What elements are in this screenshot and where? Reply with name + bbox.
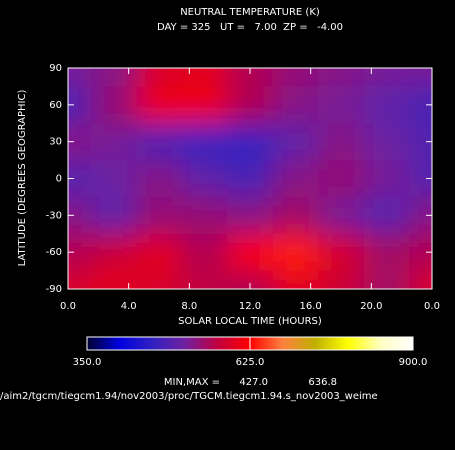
heatmap <box>68 68 432 289</box>
heatmap-cell <box>318 68 365 87</box>
heatmap-cell <box>272 86 319 124</box>
heatmap-cell <box>363 68 410 87</box>
x-tick-label: 0.0 <box>424 301 440 312</box>
heatmap-cell <box>68 68 92 87</box>
heatmap-cell <box>272 123 319 161</box>
heatmap-cell <box>227 233 274 272</box>
heatmap-cell <box>272 270 319 289</box>
colorbar-tick-label: 900.0 <box>399 357 428 368</box>
heatmap-cell <box>90 233 137 272</box>
plot-area <box>68 68 432 289</box>
min-max-title: MIN,MAX = <box>164 377 220 388</box>
heatmap-cell <box>409 233 432 272</box>
heatmap-cell <box>181 270 228 289</box>
heatmap-cell <box>136 123 183 161</box>
heatmap-cell <box>136 86 183 124</box>
min-label: 427.0 <box>239 377 268 388</box>
heatmap-cell <box>272 68 319 87</box>
heatmap-cell <box>272 233 319 272</box>
heatmap-cell <box>409 270 432 289</box>
heatmap-cell <box>409 86 432 124</box>
heatmap-cell <box>68 123 92 161</box>
heatmap-cell <box>363 123 410 161</box>
heatmap-cell <box>409 196 432 235</box>
heatmap-cell <box>318 196 365 235</box>
y-tick-label: 30 <box>49 137 62 148</box>
heatmap-cell <box>90 196 137 235</box>
max-label: 636.8 <box>308 377 337 388</box>
source-path: /aim2/tgcm/tiegcm1.94/nov2003/proc/TGCM.… <box>0 391 378 402</box>
heatmap-cell <box>227 123 274 161</box>
y-axis-label: LATITUDE (DEGREES GEOGRAPHIC) <box>17 90 28 267</box>
heatmap-cell <box>136 196 183 235</box>
y-tick-label: -60 <box>46 247 62 258</box>
heatmap-cell <box>136 270 183 289</box>
heatmap-cell <box>68 196 92 235</box>
heatmap-cell <box>363 160 410 198</box>
x-axis-label: SOLAR LOCAL TIME (HOURS) <box>178 316 322 327</box>
x-tick-label: 12.0 <box>239 301 261 312</box>
heatmap-cell <box>272 196 319 235</box>
x-tick-label: 0.0 <box>60 301 76 312</box>
heatmap-cell <box>181 233 228 272</box>
heatmap-cell <box>181 196 228 235</box>
heatmap-cell <box>227 196 274 235</box>
heatmap-cell <box>90 68 137 87</box>
heatmap-cell <box>68 160 92 198</box>
heatmap-cell <box>68 86 92 124</box>
heatmap-cell <box>68 233 92 272</box>
heatmap-cell <box>90 160 137 198</box>
colorbar-tick-label: 350.0 <box>73 357 102 368</box>
heatmap-cell <box>272 160 319 198</box>
heatmap-cell <box>363 86 410 124</box>
heatmap-cell <box>227 270 274 289</box>
x-tick-label: 20.0 <box>360 301 382 312</box>
x-tick-label: 16.0 <box>300 301 322 312</box>
heatmap-cell <box>227 86 274 124</box>
colorbar-tick-label: 625.0 <box>236 357 265 368</box>
heatmap-cell <box>409 123 432 161</box>
heatmap-cell <box>318 233 365 272</box>
heatmap-cell <box>227 68 274 87</box>
heatmap-cell <box>318 270 365 289</box>
x-tick-label: 8.0 <box>181 301 197 312</box>
heatmap-cell <box>136 68 183 87</box>
y-tick-label: 90 <box>49 63 62 74</box>
heatmap-cell <box>136 160 183 198</box>
heatmap-cell <box>409 68 432 87</box>
heatmap-cell <box>90 123 137 161</box>
heatmap-cell <box>181 160 228 198</box>
heatmap-cell <box>136 233 183 272</box>
heatmap-cell <box>318 123 365 161</box>
y-tick-label: -30 <box>46 210 62 221</box>
y-tick-label: 60 <box>49 100 62 111</box>
heatmap-cell <box>90 270 137 289</box>
y-tick-label: 0 <box>56 174 62 185</box>
heatmap-cell <box>363 270 410 289</box>
heatmap-cell <box>227 160 274 198</box>
heatmap-cell <box>363 196 410 235</box>
heatmap-cell <box>318 160 365 198</box>
heatmap-cell <box>181 68 228 87</box>
heatmap-cell <box>181 86 228 124</box>
heatmap-cell <box>90 86 137 124</box>
heatmap-cell <box>409 160 432 198</box>
chart-subtitle: DAY = 325 UT = 7.00 ZP = -4.00 <box>157 22 343 33</box>
x-tick-label: 4.0 <box>121 301 137 312</box>
y-tick-label: -90 <box>46 284 62 295</box>
chart-title: NEUTRAL TEMPERATURE (K) <box>180 7 320 18</box>
heatmap-cell <box>363 233 410 272</box>
heatmap-cell <box>68 270 92 289</box>
heatmap-cell <box>181 123 228 161</box>
heatmap-cell <box>318 86 365 124</box>
